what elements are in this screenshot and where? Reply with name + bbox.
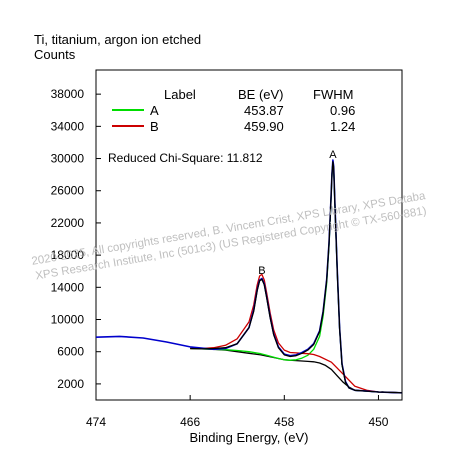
legend-label-a: A — [150, 103, 159, 118]
copyright-watermark: 2020-2025, All copyrights reserved, B. V… — [31, 190, 428, 282]
x-axis-label: Binding Energy, (eV) — [190, 430, 309, 445]
y-tick-label: 10000 — [51, 313, 85, 327]
legend-label-b: B — [150, 119, 159, 134]
watermark-line-1: 2020-2025, All copyrights reserved, B. V… — [31, 190, 427, 268]
legend-be-a: 453.87 — [244, 103, 284, 118]
y-tick-label: 6000 — [57, 345, 84, 359]
peak-marker-a: A — [329, 149, 337, 161]
x-tick-label: 450 — [368, 415, 388, 429]
x-tick-label: 466 — [180, 415, 200, 429]
legend-header-fwhm: FWHM — [313, 87, 353, 102]
reduced-chi-square: Reduced Chi-Square: 11.812 — [108, 151, 263, 165]
x-axis-ticks: 474 466 458 450 — [86, 395, 389, 429]
peak-markers: A B — [258, 149, 337, 277]
legend-header-be: BE (eV) — [238, 87, 284, 102]
x-tick-label: 474 — [86, 415, 106, 429]
legend-header-label: Label — [164, 87, 196, 102]
legend-be-b: 459.90 — [244, 119, 284, 134]
series-line-a — [190, 161, 403, 394]
y-tick-label: 34000 — [51, 119, 85, 133]
y-tick-label: 26000 — [51, 184, 85, 198]
y-tick-label: 2000 — [57, 377, 84, 391]
y-axis-ticks: 2000 6000 10000 14000 18000 22000 26000 30000 34… — [51, 87, 101, 391]
peak-marker-b: B — [258, 265, 265, 277]
legend: Label BE (eV) FWHM A 453.87 0.96 B 459.9… — [108, 87, 355, 165]
spectrum-series — [95, 159, 403, 394]
series-line-b — [190, 273, 403, 394]
series-line-envelope — [190, 161, 403, 394]
y-axis-label: Counts — [34, 47, 76, 62]
y-tick-label: 38000 — [51, 87, 85, 101]
chart-title: Ti, titanium, argon ion etched — [34, 32, 201, 47]
plot-frame — [95, 69, 403, 401]
y-tick-label: 18000 — [51, 248, 85, 262]
y-tick-label: 30000 — [51, 152, 85, 166]
series-line-data — [95, 159, 403, 394]
x-tick-label: 458 — [274, 415, 294, 429]
legend-fwhm-a: 0.96 — [330, 103, 355, 118]
y-tick-label: 22000 — [51, 216, 85, 230]
y-tick-label: 14000 — [51, 280, 85, 294]
legend-fwhm-b: 1.24 — [330, 119, 355, 134]
watermark-line-2: XPS Research Institute, Inc (501c3) (US … — [35, 205, 428, 282]
